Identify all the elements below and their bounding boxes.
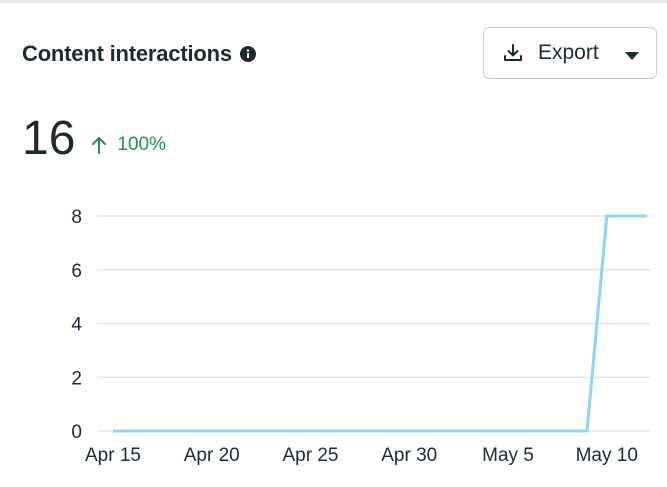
y-tick-label: 8	[71, 207, 82, 228]
x-tick-label: Apr 25	[283, 445, 339, 466]
line-chart: 0 2 4 6 8 Apr 15 Apr 20 Apr 25 Apr 30 May 5 May 10	[71, 207, 650, 466]
info-icon[interactable]	[239, 46, 256, 62]
metric-summary: 16 100%	[22, 109, 166, 169]
download-icon	[502, 42, 524, 64]
metric-delta: 100%	[91, 134, 166, 156]
x-tick-label: Apr 30	[381, 445, 437, 466]
metric-delta-value: 100%	[117, 134, 166, 155]
x-tick-label: Apr 15	[85, 445, 141, 466]
y-tick-label: 4	[71, 315, 82, 336]
card-header: Content interactions	[22, 41, 256, 67]
card-title: Content interactions	[22, 41, 232, 66]
y-tick-label: 0	[71, 422, 82, 443]
export-button[interactable]: Export	[483, 27, 657, 79]
series-line-0[interactable]	[113, 214, 647, 433]
export-label: Export	[538, 41, 599, 64]
metric-value: 16	[22, 112, 76, 165]
y-tick-label: 2	[71, 368, 82, 389]
caret-down-icon	[624, 48, 640, 60]
x-tick-label: Apr 20	[184, 445, 240, 466]
x-tick-label: May 10	[576, 445, 638, 466]
arrow-up-icon	[91, 136, 107, 154]
y-tick-label: 6	[71, 261, 82, 282]
x-tick-label: May 5	[482, 445, 534, 466]
